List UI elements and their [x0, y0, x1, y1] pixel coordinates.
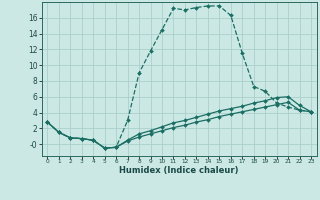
X-axis label: Humidex (Indice chaleur): Humidex (Indice chaleur)	[119, 166, 239, 175]
